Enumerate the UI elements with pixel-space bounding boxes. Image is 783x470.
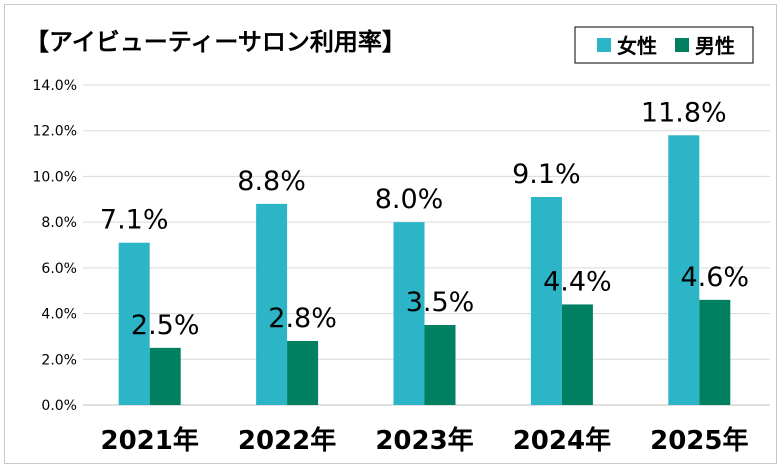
y-tick-label: 12.0%: [33, 124, 77, 140]
legend-swatch-female: [597, 38, 611, 52]
bar-male: [561, 304, 593, 405]
data-label-male: 4.6%: [680, 262, 749, 293]
legend: 女性 男性: [574, 26, 754, 64]
x-tick-label: 2023年: [375, 425, 473, 456]
bar-female: [530, 197, 562, 405]
y-tick-label: 8.0%: [41, 215, 77, 231]
chart-title: 【アイビューティーサロン利用率】: [25, 28, 406, 56]
legend-label-male: 男性: [695, 34, 735, 58]
data-label-male: 2.5%: [131, 310, 200, 341]
data-label-female: 8.8%: [237, 166, 306, 197]
x-axis: 2021年 2022年 2023年 2024年 2025年: [101, 425, 749, 456]
bar-chart: 【アイビューティーサロン利用率】 女性 男性 0.0% 2.0% 4.0% 6.0% 8…: [25, 26, 770, 456]
data-label-female: 11.8%: [641, 97, 727, 128]
bars: 7.1% 2.5% 8.8% 2.8% 8.0% 3.5% 9.1% 4.4% 11.8% 4.6…: [100, 97, 749, 406]
chart-frame: 【アイビューティーサロン利用率】 女性 男性 0.0% 2.0% 4.0% 6.0% 8…: [4, 4, 777, 464]
y-tick-label: 10.0%: [33, 169, 77, 185]
bar-male: [149, 347, 181, 405]
x-tick-label: 2021年: [101, 425, 199, 456]
bar-female: [118, 242, 150, 405]
y-tick-label: 14.0%: [33, 78, 77, 94]
data-label-male: 2.8%: [268, 303, 337, 334]
y-tick-label: 2.0%: [41, 352, 77, 368]
gridlines: [83, 84, 770, 406]
bar-male: [699, 299, 731, 405]
bar-female: [393, 222, 425, 405]
bar-male: [424, 325, 456, 405]
data-label-female: 8.0%: [375, 184, 444, 215]
x-tick-label: 2024年: [513, 425, 611, 456]
data-label-female: 7.1%: [100, 205, 169, 236]
data-label-male: 4.4%: [543, 266, 612, 297]
bar-female: [668, 135, 700, 406]
y-tick-label: 0.0%: [41, 398, 77, 414]
y-axis: 0.0% 2.0% 4.0% 6.0% 8.0% 10.0% 12.0% 14.0%: [33, 78, 77, 414]
bar-female: [256, 203, 288, 405]
data-label-female: 9.1%: [512, 159, 581, 190]
x-tick-label: 2022年: [238, 425, 336, 456]
x-tick-label: 2025年: [650, 425, 748, 456]
data-label-male: 3.5%: [406, 287, 475, 318]
y-tick-label: 6.0%: [41, 261, 77, 277]
legend-label-female: 女性: [617, 34, 657, 58]
y-tick-label: 4.0%: [41, 307, 77, 323]
bar-male: [287, 341, 319, 405]
legend-swatch-male: [675, 38, 689, 52]
